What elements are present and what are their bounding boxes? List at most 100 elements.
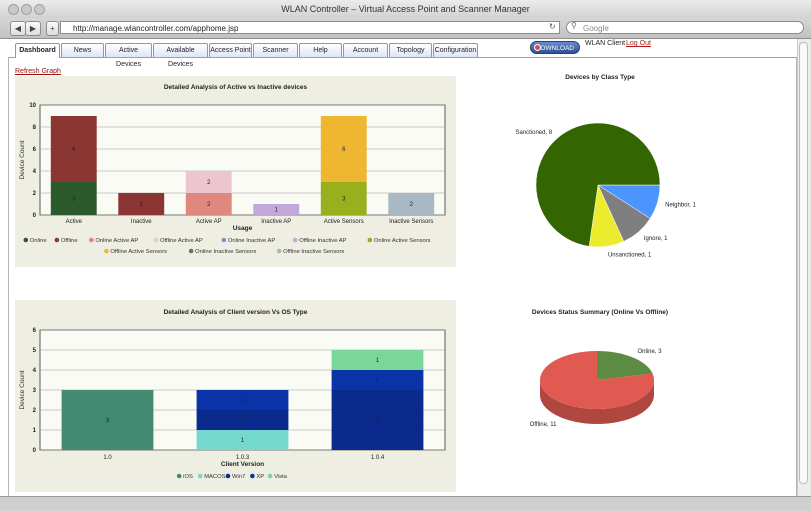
tab[interactable]: Scanner xyxy=(253,43,298,57)
tab[interactable]: Account xyxy=(343,43,388,57)
legend-label: Offline xyxy=(61,238,78,244)
forward-button[interactable]: ▶ xyxy=(25,21,41,36)
legend-label: Online xyxy=(30,238,47,244)
data-label: 2 xyxy=(207,180,211,186)
chart: Devices by Class Type Neighbor, 1 Ignore, … xyxy=(515,74,696,258)
y-tick-label: 3 xyxy=(33,388,37,394)
x-tick-label: 1.0 xyxy=(103,455,112,461)
y-tick-label: 6 xyxy=(33,328,37,334)
data-label: 1 xyxy=(376,378,380,384)
legend-marker xyxy=(176,473,182,479)
legend-marker xyxy=(54,237,60,243)
tab[interactable]: Configuration xyxy=(433,43,478,57)
tab[interactable]: Access Point xyxy=(209,43,252,57)
data-label: 3 xyxy=(106,418,110,424)
legend-marker xyxy=(225,473,231,479)
bar-segment xyxy=(320,116,367,182)
legend-marker xyxy=(188,248,194,254)
legend-label: Online Inactive Sensors xyxy=(195,249,256,255)
legend-label: Offline Active AP xyxy=(160,238,203,244)
scroll-thumb[interactable] xyxy=(799,42,808,484)
chart: Detailed Analysis of Client version Vs O… xyxy=(15,300,456,492)
tab[interactable]: Topology xyxy=(389,43,432,57)
refresh-link[interactable]: Refresh Graph xyxy=(15,68,61,75)
legend-marker xyxy=(89,237,94,243)
x-axis-title: Client Version xyxy=(221,461,264,468)
bar-segment xyxy=(196,430,289,450)
new-tab-button[interactable]: + xyxy=(46,21,59,36)
search-icon: ⚲ xyxy=(571,21,577,30)
logout-link[interactable]: Log Out xyxy=(626,40,651,47)
bar-segment xyxy=(118,193,165,215)
data-label: 2 xyxy=(410,202,414,208)
chart-title: Detailed Analysis of Active vs Inactive … xyxy=(164,84,308,91)
x-tick-label: Active Sensors xyxy=(324,219,364,225)
bar-segment xyxy=(185,171,232,193)
chart-title: Devices Status Summary (Online Vs Offlin… xyxy=(532,309,668,316)
legend-label: Offline Inactive AP xyxy=(299,238,346,244)
legend-label: Online Inactive AP xyxy=(228,238,276,244)
download-icon xyxy=(534,44,541,51)
y-tick-label: 2 xyxy=(33,408,37,414)
x-tick-label: Active xyxy=(66,219,83,225)
slice-label: Sanctioned, 8 xyxy=(515,130,552,136)
plot-area xyxy=(39,104,446,216)
slice-label: Ignore, 1 xyxy=(644,236,668,242)
x-tick-label: 1.0.3 xyxy=(236,455,250,461)
back-button[interactable]: ◀ xyxy=(10,21,26,36)
reload-icon[interactable]: ↻ xyxy=(549,22,556,31)
chart-title: Devices by Class Type xyxy=(565,74,635,81)
bar-segment xyxy=(196,410,289,430)
tab[interactable]: News xyxy=(61,43,104,57)
bar-segment xyxy=(331,390,424,450)
bar-segment xyxy=(331,350,424,370)
bar-segment xyxy=(50,182,97,215)
tab[interactable]: Available Devices xyxy=(153,43,208,68)
title-bar: WLAN Controller – Virtual Access Point a… xyxy=(0,0,811,18)
pie-slice xyxy=(597,351,653,380)
status-bar xyxy=(0,496,811,511)
pie-slice xyxy=(535,122,661,247)
legend-marker xyxy=(292,237,298,243)
tab[interactable]: Dashboard xyxy=(15,43,60,58)
slice-label: Online, 3 xyxy=(638,349,663,355)
y-axis-title: Device Count xyxy=(19,140,26,179)
legend-label: Online Active AP xyxy=(95,238,138,244)
chart: Devices Status Summary (Online Vs Offlin… xyxy=(530,309,668,428)
data-label: 2 xyxy=(140,202,144,208)
data-label: 3 xyxy=(72,197,76,203)
legend-marker xyxy=(104,248,109,254)
url-field[interactable]: http://manage.wlancontroller.com/apphome… xyxy=(60,21,560,34)
legend-marker xyxy=(276,248,282,254)
y-tick-label: 2 xyxy=(33,191,37,197)
data-label: 6 xyxy=(342,147,346,153)
legend-label: Vista xyxy=(274,474,288,480)
data-label: 3 xyxy=(376,418,380,424)
x-tick-label: Active AP xyxy=(196,219,222,225)
data-label: 1 xyxy=(241,398,245,404)
y-tick-label: 6 xyxy=(33,147,37,153)
y-tick-label: 10 xyxy=(29,103,36,109)
data-label: 3 xyxy=(342,197,346,203)
bar-segment xyxy=(320,182,367,215)
close-button[interactable] xyxy=(8,4,19,15)
zoom-button[interactable] xyxy=(34,4,45,15)
legend-label: Online Active Sensors xyxy=(374,238,431,244)
slice-side xyxy=(540,380,654,424)
x-tick-label: 1.0.4 xyxy=(371,455,385,461)
chart: Detailed Analysis of Active vs Inactive … xyxy=(15,76,456,267)
data-label: 2 xyxy=(207,202,211,208)
download-button[interactable]: DOWNLOAD xyxy=(530,41,580,54)
search-field[interactable]: Google xyxy=(566,21,804,34)
legend-label: Offline Active Sensors xyxy=(110,249,167,255)
legend-marker xyxy=(267,473,273,479)
bar-segment xyxy=(196,390,289,410)
minimize-button[interactable] xyxy=(21,4,32,15)
slice-label: Unsanctioned, 1 xyxy=(608,252,652,258)
tab[interactable]: Active Devices xyxy=(105,43,152,68)
tab[interactable]: Help xyxy=(299,43,342,57)
legend-label: Offline Inactive Sensors xyxy=(283,249,344,255)
legend-marker xyxy=(197,473,203,479)
slice-label: Neighbor, 1 xyxy=(665,203,696,209)
slice-label: Offline, 11 xyxy=(530,422,557,428)
